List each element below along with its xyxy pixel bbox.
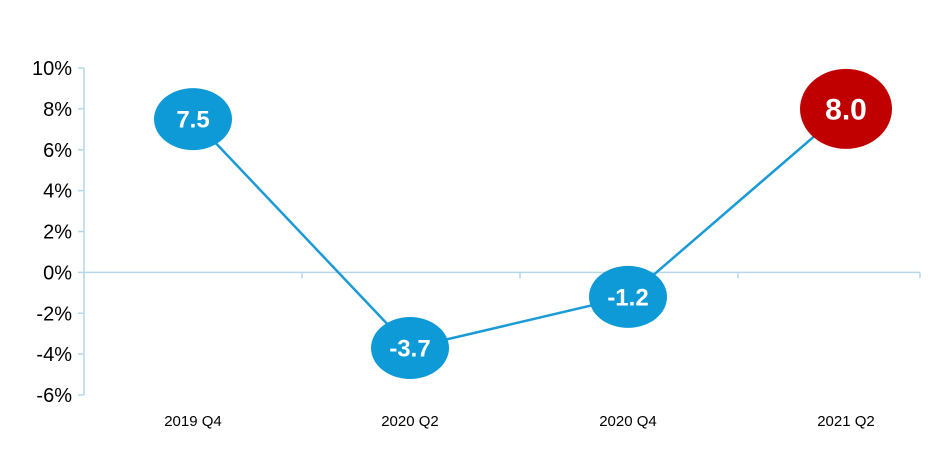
data-point-marker <box>154 88 232 151</box>
data-label: -3.7 <box>389 336 430 363</box>
y-axis: 10% 8% 6% 4% 2% 0% -2% -4% -6% <box>32 58 85 407</box>
x-tick-label: 2021 Q2 <box>817 413 875 430</box>
y-tick-label: -6% <box>36 385 72 407</box>
x-axis: 2019 Q4 2020 Q2 2020 Q4 2021 Q2 <box>83 271 921 430</box>
series-line-group <box>192 107 847 350</box>
y-tick-label: -4% <box>36 344 72 366</box>
data-point-marker <box>371 316 449 379</box>
data-label: -1.2 <box>607 285 648 312</box>
y-tick-label: 8% <box>43 99 72 121</box>
y-tick-label: 0% <box>43 262 72 284</box>
x-tick-label: 2020 Q4 <box>599 413 657 430</box>
data-markers: 7.5 -3.7 -1.2 8.0 <box>154 68 892 379</box>
x-tick-label: 2020 Q2 <box>381 413 439 430</box>
y-tick-label: 10% <box>32 58 72 80</box>
data-point-marker-highlight <box>800 68 892 149</box>
series-line <box>192 107 847 350</box>
y-tick-label: -2% <box>36 303 72 325</box>
y-tick-label: 2% <box>43 222 72 244</box>
y-tick-label: 4% <box>43 181 72 203</box>
data-label: 8.0 <box>825 94 867 127</box>
data-point-marker <box>589 265 667 328</box>
y-tick-label: 6% <box>43 140 72 162</box>
x-tick-label: 2019 Q4 <box>164 413 222 430</box>
data-label: 7.5 <box>176 107 209 134</box>
